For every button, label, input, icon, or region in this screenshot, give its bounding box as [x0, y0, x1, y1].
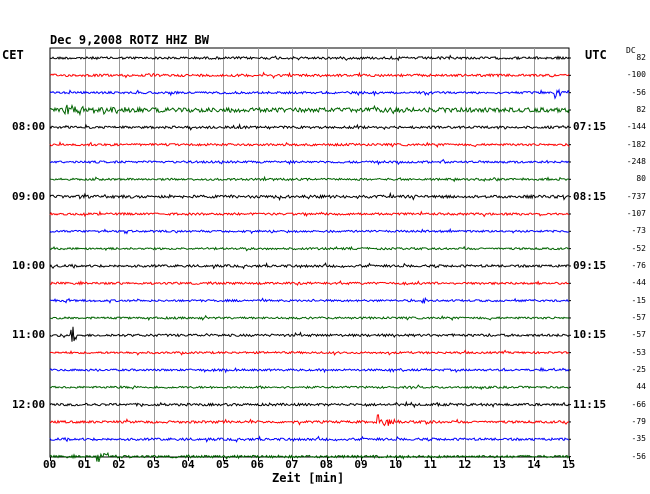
chart-title: Dec 9,2008 ROTZ HHZ BW [50, 33, 209, 47]
x-tick-label: 08 [319, 458, 334, 471]
seismic-trace [49, 210, 570, 218]
seismic-trace [49, 384, 570, 391]
x-tick-label: 14 [527, 458, 541, 471]
dc-offset-label: -107 [626, 208, 646, 218]
utc-hour-label: 10:15 [573, 328, 607, 342]
seismic-trace [49, 451, 570, 463]
dc-offset-label: -79 [631, 416, 646, 426]
seismic-trace [49, 71, 570, 79]
dc-offset-label: 80 [636, 174, 646, 184]
seismic-trace [49, 54, 570, 62]
cet-hour-label: 12:00 [12, 397, 46, 411]
x-tick-label: 09 [354, 458, 368, 471]
utc-hour-label: 09:15 [573, 258, 607, 272]
dc-offset-label: 82 [636, 53, 646, 62]
dc-offset-label: -144 [626, 122, 646, 132]
dc-offset-label: -15 [631, 295, 646, 305]
x-tick-label: 11 [423, 458, 437, 471]
dc-offset-label: -52 [631, 243, 646, 253]
dc-offset-label: -248 [626, 156, 646, 166]
seismic-trace [49, 245, 569, 252]
seismic-trace [49, 414, 570, 427]
seismic-trace [50, 314, 570, 322]
x-tick-label: 00 [43, 458, 57, 471]
x-tick-label: 03 [146, 458, 161, 471]
dc-offset-label: -57 [631, 312, 646, 322]
seismic-trace [49, 88, 570, 100]
dc-offset-label: -35 [631, 434, 646, 444]
dc-offset-label: 44 [636, 382, 646, 392]
dc-offset-label: -66 [631, 399, 646, 409]
dc-offset-label: -53 [631, 347, 646, 357]
dc-offset-label: -737 [626, 191, 646, 201]
utc-hour-label: 07:15 [573, 120, 607, 134]
seismic-trace [49, 103, 570, 117]
dc-label: DC [626, 46, 636, 55]
dc-offset-label: -56 [631, 451, 646, 461]
utc-hour-label: 11:15 [573, 397, 607, 411]
x-tick-label: 01 [77, 458, 91, 471]
seismic-trace [49, 140, 570, 148]
cet-hour-label: 11:00 [12, 328, 46, 342]
utc-hour-label: 08:15 [573, 189, 607, 203]
dc-offset-label: -57 [631, 330, 646, 340]
dc-offset-label: -100 [626, 70, 646, 80]
dc-offset-label: -182 [626, 139, 646, 149]
cet-hour-label: 08:00 [12, 120, 46, 134]
dc-offset-label: -56 [631, 87, 646, 97]
x-tick-label: 06 [250, 458, 264, 471]
seismic-trace [49, 366, 570, 374]
dc-offset-label: 82 [636, 104, 646, 114]
dc-offset-label: -76 [631, 260, 646, 270]
x-tick-label: 10 [389, 458, 403, 471]
seismic-trace [49, 191, 570, 202]
seismic-trace [49, 296, 570, 304]
x-tick-label: 07 [285, 458, 299, 471]
x-tick-label: 02 [112, 458, 126, 471]
x-tick-label: 12 [458, 458, 472, 471]
cet-hour-label: 09:00 [12, 189, 46, 203]
dc-offset-label: -25 [631, 364, 646, 374]
plot-frame [49, 47, 570, 458]
x-tick-label: 05 [216, 458, 230, 471]
seismic-trace [49, 262, 570, 270]
utc-label: UTC [585, 48, 607, 62]
x-tick-label: 15 [562, 458, 576, 471]
seismic-trace [49, 279, 570, 286]
dc-offset-label: -73 [631, 226, 646, 236]
seismic-trace [50, 349, 570, 356]
seismic-trace [49, 435, 570, 443]
cet-hour-label: 10:00 [12, 258, 46, 272]
seismic-trace [49, 158, 570, 166]
cet-label: CET [2, 48, 24, 62]
seismic-trace [49, 326, 570, 342]
x-tick-label: 13 [492, 458, 507, 471]
x-axis-label: Zeit [min] [272, 471, 345, 485]
seismic-trace [49, 400, 570, 409]
seismic-trace [49, 227, 570, 235]
seismic-trace [49, 123, 570, 131]
seismic-trace [49, 175, 570, 183]
dc-offset-label: -44 [631, 278, 646, 288]
x-tick-label: 04 [181, 458, 195, 471]
